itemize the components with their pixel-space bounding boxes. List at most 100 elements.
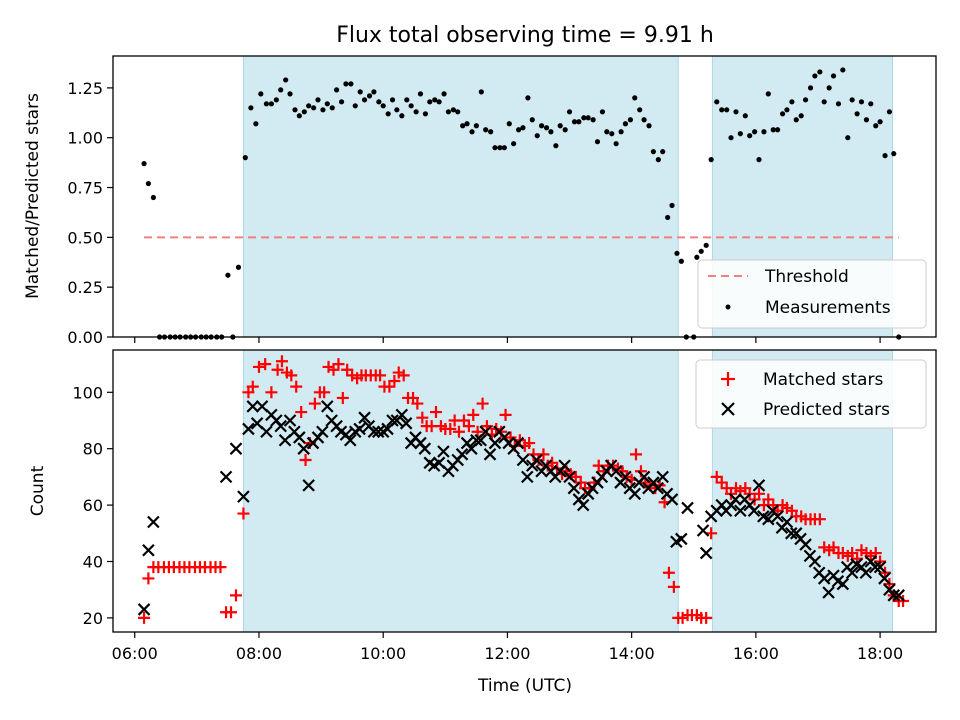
measurement-point <box>413 109 419 115</box>
predicted-star-marker <box>563 470 576 484</box>
measurement-point <box>789 99 795 105</box>
predicted-star-marker <box>283 414 297 427</box>
top-y-axis-label: Matched/Predicted stars <box>23 93 43 299</box>
predicted-star-marker <box>780 515 794 529</box>
measurement-point <box>334 87 340 93</box>
measurement-point <box>538 123 545 129</box>
measurement-point <box>703 242 709 248</box>
legend-predicted-label: Predicted stars <box>763 400 890 420</box>
legend-measurements-label: Measurements <box>765 298 891 318</box>
measurement-point <box>719 107 725 113</box>
measurement-point <box>366 93 373 99</box>
measurement-point <box>348 81 354 87</box>
measurement-point <box>311 105 317 111</box>
measurement-point <box>646 123 652 129</box>
predicted-star-marker <box>488 436 502 450</box>
measurement-point <box>371 89 377 95</box>
predicted-star-marker <box>734 504 747 518</box>
predicted-star-marker <box>637 470 651 484</box>
predicted-star-marker <box>808 555 822 568</box>
bottom-panel-frame <box>112 349 937 633</box>
measurement-point <box>557 123 563 129</box>
measurement-point <box>320 107 326 113</box>
measurement-point <box>733 109 739 115</box>
legend-matched-swatch <box>721 372 735 386</box>
measurement-point <box>886 109 893 115</box>
predicted-star-marker <box>609 464 623 478</box>
matched-star-marker <box>476 397 489 410</box>
measurement-point <box>665 214 671 221</box>
x-tick-label: 14:00 <box>609 644 655 663</box>
measurement-point <box>775 127 781 133</box>
measurement-point <box>253 121 259 127</box>
matched-star-marker <box>308 397 321 410</box>
observing-window <box>242 55 679 338</box>
predicted-star-marker <box>321 400 334 413</box>
measurement-point <box>385 111 391 117</box>
matched-star-marker <box>336 391 349 404</box>
predicted-star-marker <box>399 417 413 430</box>
measurement-point <box>460 123 466 129</box>
bottom-legend: Matched stars Predicted stars <box>695 359 927 429</box>
matched-star-marker <box>416 411 429 424</box>
matched-star-marker <box>662 566 675 579</box>
measurement-point <box>283 77 289 83</box>
measurement-point <box>613 141 619 147</box>
matched-star-marker <box>275 355 288 368</box>
predicted-star-marker <box>274 419 287 433</box>
measurement-point <box>543 125 550 131</box>
measurement-point <box>807 85 814 91</box>
measurement-point <box>389 97 396 103</box>
predicted-star-marker <box>237 490 250 503</box>
measurement-point <box>632 95 638 101</box>
measurement-point <box>793 117 799 123</box>
predicted-star-marker <box>771 510 784 523</box>
measurement-point <box>145 180 152 187</box>
matched-star-marker <box>265 386 278 399</box>
measurement-point <box>854 111 860 117</box>
predicted-star-marker <box>729 493 742 506</box>
predicted-star-marker <box>353 422 366 436</box>
predicted-star-marker <box>887 589 901 602</box>
measurement-point <box>627 117 634 123</box>
predicted-star-marker <box>747 504 761 518</box>
x-tick-label: 08:00 <box>236 644 282 663</box>
x-tick-label: 06:00 <box>112 644 158 663</box>
predicted-star-marker <box>521 470 534 484</box>
predicted-star-marker <box>316 425 329 439</box>
matched-star-marker <box>299 453 312 466</box>
predicted-star-marker <box>558 459 571 472</box>
predicted-star-marker <box>418 442 432 455</box>
predicted-star-marker <box>219 470 233 484</box>
measurement-point <box>877 119 883 125</box>
matched-star-marker <box>259 358 272 371</box>
measurement-point <box>891 151 897 157</box>
legend-matched-label: Matched stars <box>763 370 883 390</box>
predicted-star-marker <box>516 453 530 467</box>
top-y-tick-label: 0.00 <box>67 328 103 347</box>
legend-threshold-label: Threshold <box>764 267 849 287</box>
measurement-point <box>618 129 624 135</box>
measurement-point <box>868 101 874 107</box>
top-y-axis: 0.00 0.25 0.50 0.75 1.00 1.25 <box>67 79 113 347</box>
predicted-star-marker <box>784 527 798 540</box>
matched-star-marker <box>667 580 680 593</box>
matched-star-marker <box>332 358 345 371</box>
predicted-star-marker <box>302 479 315 492</box>
measurement-point <box>708 157 714 163</box>
predicted-star-marker <box>836 577 850 591</box>
predicted-star-marker <box>343 433 357 447</box>
measurement-point <box>488 129 494 135</box>
matched-star-marker <box>229 589 242 602</box>
measurement-point <box>273 97 279 103</box>
measurement-point <box>242 155 248 161</box>
measurement-point <box>674 250 680 256</box>
matched-star-marker <box>285 369 298 382</box>
predicted-star-marker <box>511 436 525 450</box>
bottom-y-axis: 20 40 60 80 100 <box>72 383 113 628</box>
measurement-points <box>141 67 902 340</box>
measurement-point <box>779 111 786 117</box>
predicted-star-marker <box>371 425 385 439</box>
measurement-point <box>343 81 349 87</box>
top-y-tick-label: 0.25 <box>67 278 103 297</box>
